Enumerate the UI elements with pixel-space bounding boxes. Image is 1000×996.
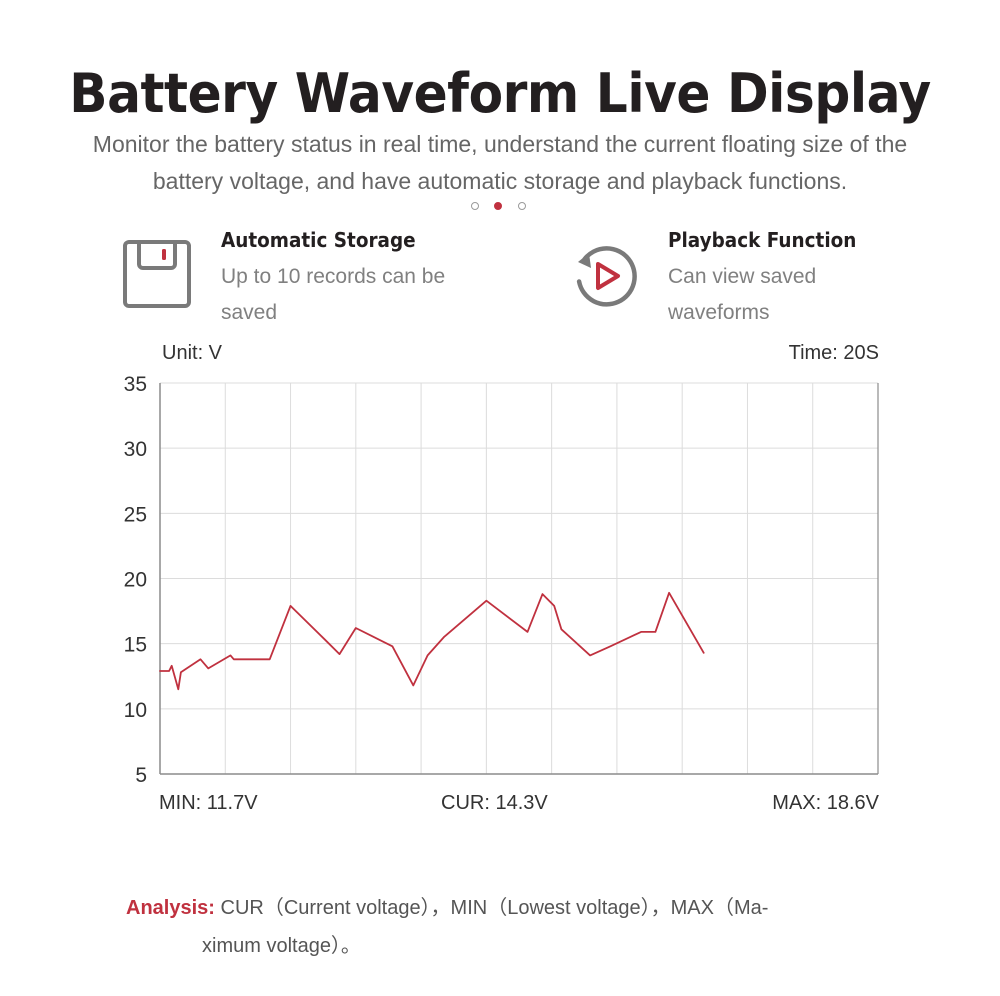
y-tick-label: 20 <box>124 569 147 592</box>
min-voltage-readout: MIN: 11.7V <box>159 792 258 814</box>
analysis-note: Analysis: CUR（Current voltage），MIN（Lowes… <box>126 889 866 965</box>
analysis-text-line2: ximum voltage）。 <box>202 935 361 957</box>
save-disk-icon <box>123 240 191 313</box>
chart-series <box>159 591 705 691</box>
chart-time-label: Time: 20S <box>788 342 879 364</box>
y-tick-label: 10 <box>124 699 147 722</box>
analysis-label: Analysis: <box>126 897 215 919</box>
feature-desc-playback: Can view saved waveforms <box>668 265 817 324</box>
voltage-waveform-chart: 35 30 25 20 15 10 5 <box>124 373 879 787</box>
pager-dot[interactable] <box>518 202 526 210</box>
y-axis-ticks: 35 30 25 20 15 10 5 <box>124 373 147 787</box>
y-tick-label: 5 <box>135 764 147 787</box>
feature-title-playback: Playback Function <box>668 228 857 252</box>
current-voltage-readout: CUR: 14.3V <box>441 792 548 814</box>
y-tick-label: 35 <box>124 373 147 396</box>
voltage-series-line <box>159 591 705 691</box>
chart-axes <box>159 383 879 775</box>
chart-grid <box>160 382 878 774</box>
analysis-text-line1: CUR（Current voltage），MIN（Lowest voltage）… <box>214 897 769 919</box>
pager-dot-active[interactable] <box>494 202 502 210</box>
max-voltage-readout: MAX: 18.6V <box>772 792 879 814</box>
chart-unit-label: Unit: V <box>162 342 223 364</box>
page-title: Battery Waveform Live Display <box>69 62 931 125</box>
y-tick-label: 30 <box>124 438 147 461</box>
pager-dot[interactable] <box>471 202 479 210</box>
playback-icon <box>569 240 641 317</box>
page-subtitle: Monitor the battery status in real time,… <box>92 131 908 194</box>
feature-desc-storage: Up to 10 records can be saved <box>221 265 446 324</box>
y-tick-label: 25 <box>124 503 147 526</box>
y-tick-label: 15 <box>124 634 147 657</box>
feature-title-storage: Automatic Storage <box>221 228 416 252</box>
